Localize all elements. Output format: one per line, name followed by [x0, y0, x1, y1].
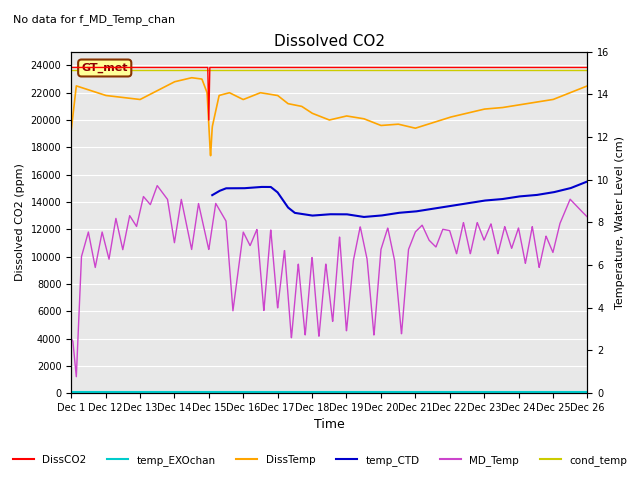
Title: Dissolved CO2: Dissolved CO2	[274, 34, 385, 49]
Y-axis label: Dissolved CO2 (ppm): Dissolved CO2 (ppm)	[15, 164, 25, 281]
Y-axis label: Temperature, Water Level (cm): Temperature, Water Level (cm)	[615, 136, 625, 309]
Text: No data for f_MD_Temp_chan: No data for f_MD_Temp_chan	[13, 14, 175, 25]
Legend: DissCO2, temp_EXOchan, DissTemp, temp_CTD, MD_Temp, cond_temp: DissCO2, temp_EXOchan, DissTemp, temp_CT…	[9, 451, 631, 470]
X-axis label: Time: Time	[314, 419, 344, 432]
Text: GT_met: GT_met	[81, 63, 128, 73]
